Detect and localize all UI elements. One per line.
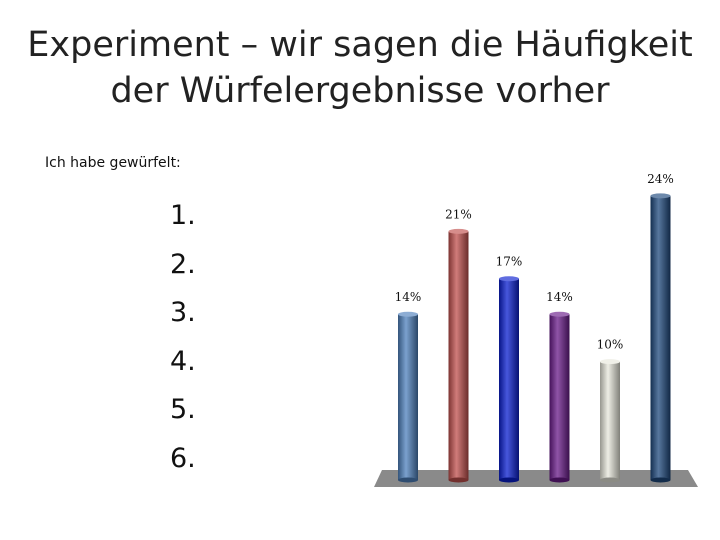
bar-base: [448, 477, 469, 483]
slide-title: Experiment – wir sagen die Häufigkeit de…: [0, 22, 720, 114]
bar: [600, 361, 620, 480]
data-label: 10%: [597, 338, 624, 352]
bar: [448, 231, 469, 480]
bar-chart: 14% 21% 17% 14% 10% 24%: [374, 172, 698, 487]
result-list: 1. 2. 3. 4. 5. 6.: [170, 192, 196, 483]
bar-cap: [499, 276, 519, 282]
data-label: 21%: [445, 207, 472, 221]
list-item: 1.: [170, 200, 196, 231]
bar-cap: [600, 359, 620, 365]
bar-cap: [398, 311, 418, 317]
bar-cap: [650, 193, 671, 199]
list-item: 4.: [170, 345, 196, 377]
bar: [549, 314, 570, 480]
subtitle: Ich habe gewürfelt:: [45, 155, 181, 171]
bar-base: [549, 477, 570, 483]
bar-base: [398, 477, 418, 483]
title-line-1: Experiment – wir sagen die Häufigkeit: [27, 25, 693, 65]
bar: [499, 278, 519, 480]
title-line-2: der Würfelergebnisse vorher: [110, 71, 610, 111]
data-label: 14%: [546, 290, 573, 304]
list-item: 6.: [170, 442, 196, 474]
bar-cap: [448, 228, 469, 234]
data-label: 24%: [647, 172, 674, 186]
bar-base: [499, 477, 519, 483]
bar: [398, 314, 418, 480]
list-item: 5.: [170, 394, 196, 425]
data-label: 17%: [496, 255, 523, 269]
data-label: 14%: [395, 290, 422, 304]
chart-floor: [374, 470, 698, 487]
bar-base: [600, 477, 620, 483]
bar-cap: [549, 311, 570, 317]
list-item: 2.: [170, 248, 196, 280]
bar-base: [650, 477, 671, 483]
bar: [650, 195, 671, 480]
list-item: 3.: [170, 297, 196, 328]
